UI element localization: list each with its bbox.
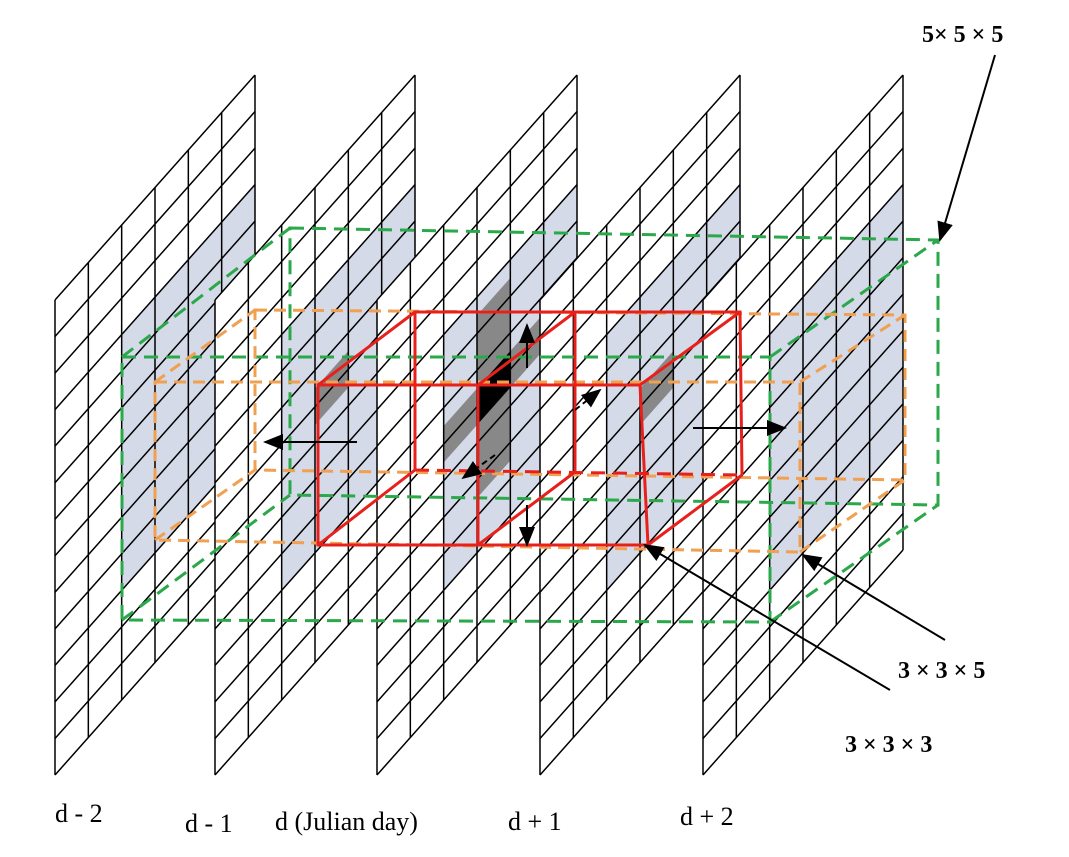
grid-line: [376, 147, 578, 374]
label-3x3x3: 3 × 3 × 3: [845, 732, 932, 758]
green-edge: [769, 503, 939, 624]
grid-line: [702, 549, 904, 776]
grid-line: [539, 111, 741, 338]
pointer: [937, 54, 996, 242]
grid-line: [376, 220, 578, 447]
day-plane: [539, 74, 741, 776]
grid-line: [702, 220, 904, 447]
red-edge: [317, 468, 416, 547]
grid-line: [54, 111, 256, 338]
day-label: d - 2: [55, 799, 103, 828]
grid-line: [702, 74, 904, 301]
grid-line: [54, 220, 256, 447]
grid-line: [702, 439, 904, 666]
grid-line: [702, 111, 904, 338]
orange-edge: [154, 308, 256, 384]
grid-line: [376, 74, 578, 301]
grid-line: [702, 330, 904, 557]
green-edge: [769, 238, 939, 359]
grid-line: [702, 257, 904, 484]
orange-edge: [154, 468, 256, 542]
label-3x3x5: 3 × 3 × 5: [898, 658, 985, 684]
grid-line: [539, 74, 741, 301]
pointer: [643, 543, 891, 691]
grid-line: [539, 184, 741, 411]
grid-line: [214, 147, 416, 374]
red-back: [413, 310, 744, 476]
grid-line: [539, 220, 741, 447]
day-plane: [214, 74, 416, 776]
label-5x5x5: 5× 5 × 5: [922, 22, 1003, 48]
orange-edge: [799, 313, 906, 384]
orange-front: [153, 380, 802, 554]
grid-line: [702, 184, 904, 411]
grid-line: [214, 74, 416, 301]
pointer: [801, 553, 946, 641]
arrows: [263, 54, 996, 691]
day-label: d (Julian day): [275, 807, 418, 836]
planes: [54, 74, 904, 776]
grid-line: [376, 184, 578, 411]
grid-line: [376, 111, 578, 338]
red-edge: [639, 310, 741, 387]
grid-line: [54, 147, 256, 374]
red-edge: [647, 473, 743, 547]
green-edge: [121, 226, 291, 359]
day-labels: d - 2 d - 1 d (Julian day) d + 1 d + 2: [55, 799, 734, 838]
grid-line: [539, 147, 741, 374]
grid-line: [702, 147, 904, 374]
arrow: [461, 454, 496, 480]
grid-line: [702, 476, 904, 703]
grid-line: [702, 403, 904, 630]
orange-box: [153, 308, 907, 554]
grid-line: [54, 184, 256, 411]
grid-line: [702, 293, 904, 520]
day-plane: [702, 74, 904, 776]
grid-line: [214, 111, 416, 338]
arrow: [574, 388, 602, 411]
green-edge: [121, 493, 291, 622]
day-label: d - 1: [185, 809, 233, 838]
orange-edge: [799, 478, 906, 554]
day-label: d + 2: [680, 802, 734, 831]
red-edge: [317, 310, 416, 387]
day-label: d + 1: [508, 807, 562, 836]
grid-line: [54, 74, 256, 301]
grid-line: [214, 184, 416, 411]
grid-line: [214, 220, 416, 447]
green-box: [120, 226, 940, 624]
